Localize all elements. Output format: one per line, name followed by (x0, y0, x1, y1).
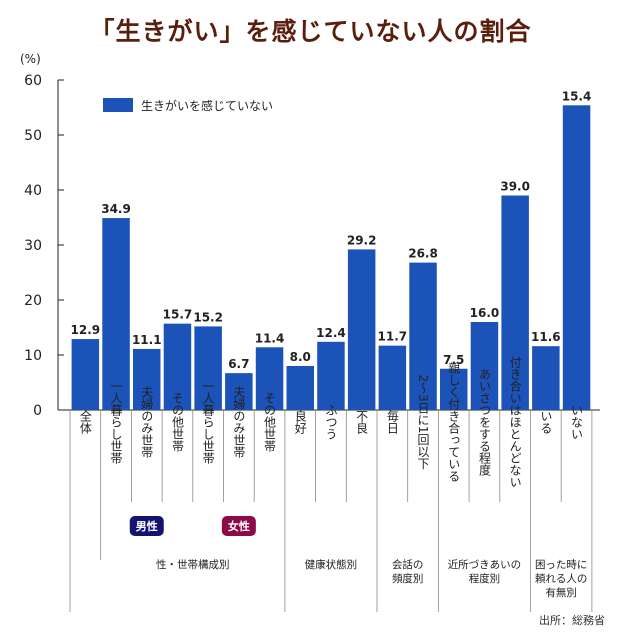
bar (163, 323, 192, 410)
group-label: 困った時に (535, 559, 588, 571)
bar (409, 262, 437, 410)
group-label: 近所づきあいの (448, 558, 522, 571)
group-label: 頼れる人の (535, 573, 588, 585)
y-tick-label: 50 (24, 128, 42, 144)
data-label: 16.0 (470, 306, 500, 320)
y-tick-label: 30 (24, 238, 42, 254)
bar (225, 373, 253, 410)
data-label: 15.2 (193, 310, 223, 324)
category-label: ふつう (324, 404, 338, 440)
category-label: 2～3日に1回以下 (416, 375, 430, 470)
data-label: 12.4 (316, 326, 346, 340)
bar (133, 348, 161, 410)
category-label: その他世帯 (263, 392, 277, 452)
chart-title: 「生きがい」を感じていない人の割合 (89, 17, 532, 46)
category-label: 毎日 (385, 409, 399, 434)
category-label: 一人暮らし世帯 (201, 380, 215, 464)
bar (532, 346, 560, 410)
category-label: 夫婦のみ世帯 (232, 386, 246, 458)
category-label: 良好 (293, 409, 307, 435)
bar (71, 339, 100, 410)
legend-swatch (103, 98, 133, 112)
data-label: 15.4 (562, 89, 592, 103)
group-label: 有無別 (545, 586, 577, 599)
bar (562, 105, 591, 411)
category-label: いる (539, 410, 553, 434)
group-label: 程度別 (469, 572, 501, 585)
data-label: 7.5 (443, 353, 464, 367)
y-tick-label: 0 (33, 403, 42, 419)
data-label: 34.9 (101, 202, 131, 216)
male-badge (129, 516, 164, 536)
category-label: その他世帯 (170, 392, 184, 452)
data-label: 11.4 (255, 331, 285, 345)
y-tick-label: 40 (24, 183, 42, 199)
data-label: 11.1 (132, 333, 162, 347)
data-label: 39.0 (500, 180, 530, 194)
category-label: 付き合いはほとんどない (508, 356, 522, 488)
y-tick-label: 10 (24, 348, 42, 364)
bar (286, 366, 314, 410)
bar (255, 347, 284, 410)
category-label: 全体 (78, 409, 92, 435)
bar (194, 326, 222, 410)
badge-label: 男性 (136, 519, 158, 533)
category-label: あいさつをする程度 (477, 368, 491, 476)
bar (317, 341, 345, 410)
y-axis-unit: (%) (20, 52, 41, 66)
data-label: 11.6 (531, 330, 561, 344)
data-label: 12.9 (71, 323, 101, 337)
female-badge (221, 516, 256, 536)
data-label: 8.0 (290, 350, 311, 364)
y-tick-label: 20 (24, 293, 42, 309)
data-label: 15.7 (163, 308, 193, 322)
bar (470, 322, 499, 410)
group-label: 健康状態別 (305, 558, 358, 571)
data-label: 29.2 (347, 233, 377, 247)
category-label: 不良 (355, 410, 369, 435)
bar (501, 195, 529, 410)
bar (102, 218, 130, 410)
category-label: 親しく付き合っている (447, 362, 461, 482)
data-label: 11.7 (378, 330, 408, 344)
bar (440, 368, 468, 410)
category-label: 一人暮らし世帯 (109, 380, 123, 464)
category-label: 夫婦のみ世帯 (140, 386, 154, 458)
y-tick-label: 60 (24, 73, 42, 89)
group-label: 会話の (392, 558, 424, 571)
data-label: 6.7 (228, 357, 249, 371)
legend-label: 生きがいを感じていない (141, 98, 273, 113)
badge-label: 女性 (228, 519, 250, 533)
category-label: いない (570, 404, 584, 440)
data-label: 26.8 (408, 247, 438, 261)
group-label: 性・世帯構成別 (156, 558, 230, 571)
bar (378, 345, 407, 410)
group-label: 頻度別 (392, 572, 424, 585)
bar (347, 249, 376, 410)
source-note: 出所：総務省 (539, 614, 605, 627)
